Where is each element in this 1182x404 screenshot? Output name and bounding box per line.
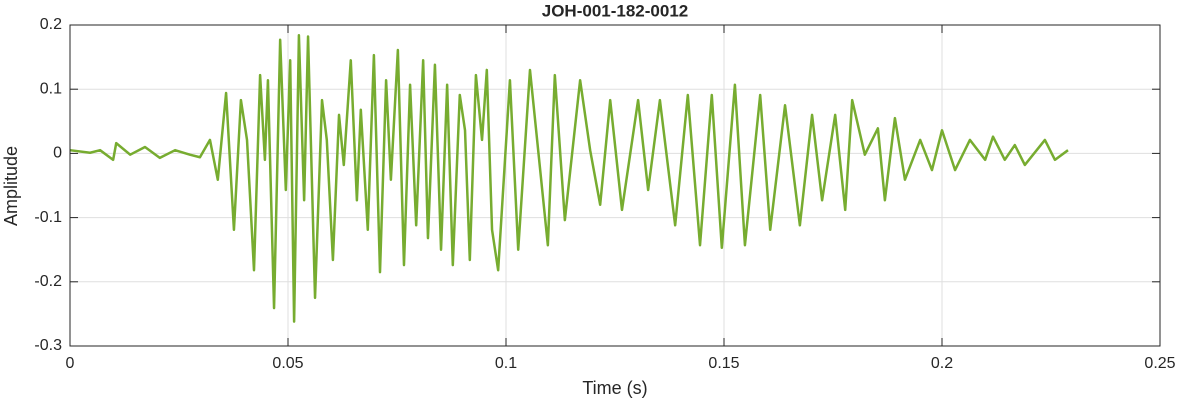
x-tick-label: 0.2 <box>931 355 953 372</box>
x-axis-label: Time (s) <box>582 378 647 398</box>
axes-box <box>69 24 1161 347</box>
y-tick-label: 0.1 <box>40 80 62 97</box>
x-tick-label: 0.15 <box>708 355 739 372</box>
y-tick-label: -0.2 <box>34 273 62 290</box>
x-tick-label: 0 <box>66 355 75 372</box>
y-axis-label: Amplitude <box>1 146 21 226</box>
y-tick-label: 0.2 <box>40 16 62 33</box>
chart-title: JOH-001-182-0012 <box>542 1 688 20</box>
x-tick-label: 0.05 <box>272 355 303 372</box>
y-tick-label: -0.1 <box>34 209 62 226</box>
y-tick-label: -0.3 <box>34 337 62 354</box>
series <box>69 34 1069 323</box>
plot-area <box>70 25 1160 346</box>
waveform-line <box>69 34 1069 323</box>
y-tick-label: 0 <box>53 145 62 162</box>
x-tick-label: 0.25 <box>1144 355 1175 372</box>
x-tick-label: 0.1 <box>495 355 517 372</box>
